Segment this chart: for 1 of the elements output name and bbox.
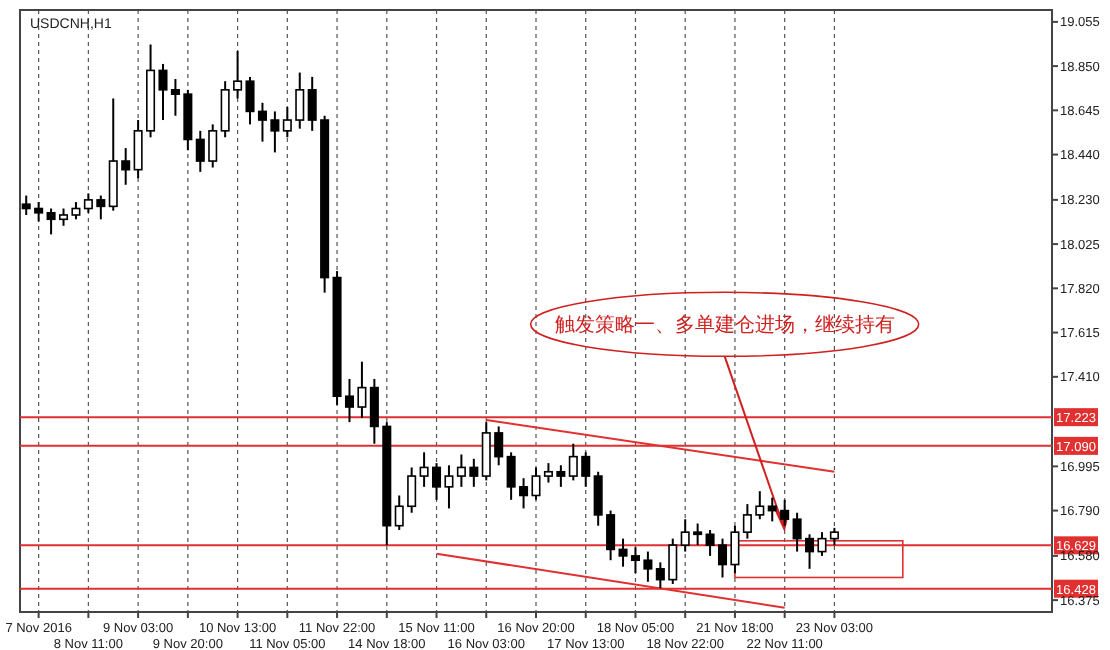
annotation: 触发策略一、多单建仓进场，继续持有 — [554, 313, 895, 338]
